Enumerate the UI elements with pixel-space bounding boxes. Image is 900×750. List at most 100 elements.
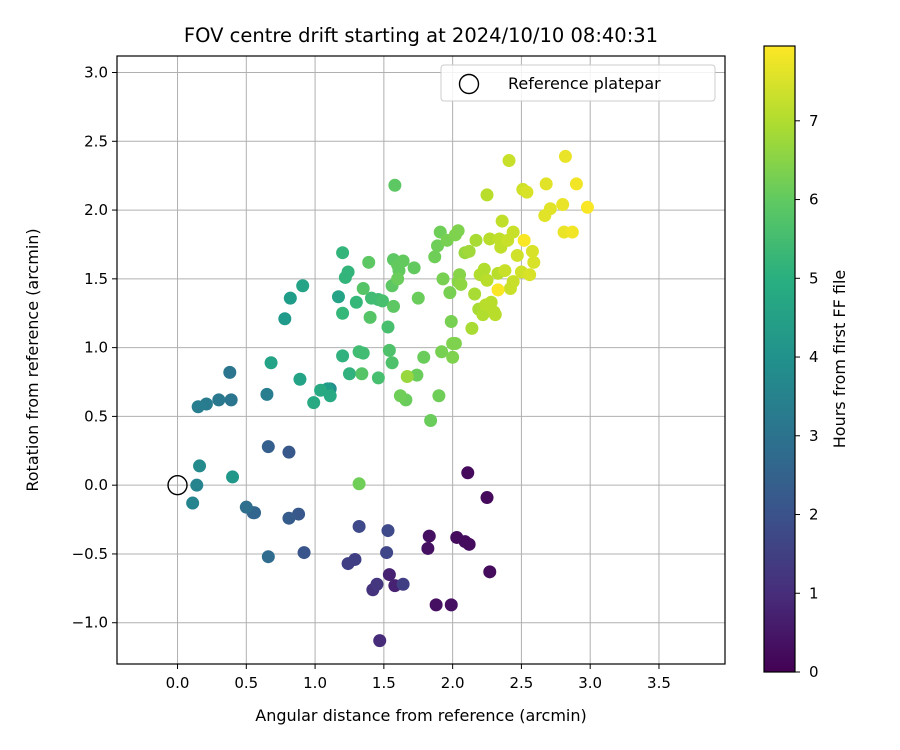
x-axis: 0.0 0.5 1.0 1.5 2.0 2.5 3.0 3.5: [166, 664, 671, 692]
data-point: [224, 393, 238, 407]
y-tick-label: 2.0: [84, 201, 108, 219]
data-point: [502, 154, 516, 168]
data-point: [264, 356, 278, 370]
data-point: [527, 255, 541, 269]
data-point: [382, 568, 396, 582]
data-point: [190, 478, 204, 492]
data-point: [469, 233, 483, 247]
y-tick-label: −1.0: [72, 614, 108, 632]
data-point: [435, 345, 449, 359]
chart-title: FOV centre drift starting at 2024/10/10 …: [184, 24, 658, 47]
data-point: [375, 294, 389, 308]
data-point: [307, 396, 321, 410]
data-point: [356, 281, 370, 295]
x-axis-label: Angular distance from reference (arcmin): [255, 706, 586, 725]
data-point: [462, 537, 476, 551]
y-tick-label: 2.5: [84, 132, 108, 150]
y-axis-label: Rotation from reference (arcmin): [23, 228, 42, 491]
data-point: [480, 273, 494, 287]
plot-frame: [116, 55, 726, 665]
data-point: [223, 365, 237, 379]
data-point: [523, 268, 537, 282]
grid: [117, 56, 725, 664]
y-tick-label: 3.0: [84, 64, 108, 82]
colorbar-tick-label: 5: [809, 269, 819, 287]
data-point: [520, 185, 534, 199]
colorbar-gradient: [763, 45, 796, 673]
colorbar-tick-label: 7: [809, 112, 819, 130]
y-axis: −1.0 −0.5 0.0 0.5 1.0 1.5 2.0 2.5 3.0: [72, 64, 117, 632]
data-point: [283, 291, 297, 305]
data-point: [410, 368, 424, 382]
data-point: [342, 367, 356, 381]
reference-platepar-point: [167, 474, 188, 496]
data-point: [260, 387, 274, 401]
data-point: [261, 440, 275, 454]
data-point: [396, 577, 410, 591]
data-point: [336, 306, 350, 320]
data-point: [480, 188, 494, 202]
data-point: [370, 577, 384, 591]
data-point: [495, 214, 509, 228]
data-point: [282, 511, 296, 525]
data-point: [278, 312, 292, 326]
x-tick-label: 0.5: [234, 674, 258, 692]
data-point: [444, 598, 458, 612]
data-point: [580, 200, 594, 214]
data-point: [382, 343, 396, 357]
data-point: [422, 529, 436, 543]
legend-box: [440, 64, 716, 102]
data-point: [191, 400, 205, 414]
y-tick-label: 1.5: [84, 270, 108, 288]
legend: Reference platepar: [440, 64, 716, 102]
data-point: [480, 491, 494, 505]
data-point: [569, 177, 583, 191]
data-point: [491, 283, 505, 297]
data-point: [448, 336, 462, 350]
y-tick-label: 1.0: [84, 339, 108, 357]
data-point: [510, 248, 524, 262]
data-point: [186, 496, 200, 510]
data-point: [363, 310, 377, 324]
data-point: [362, 255, 376, 269]
data-point: [431, 239, 445, 253]
data-point: [517, 233, 531, 247]
legend-label: Reference platepar: [508, 74, 661, 93]
data-point: [261, 550, 275, 564]
colorbar-tick-label: 3: [809, 427, 819, 445]
data-point: [468, 287, 482, 301]
legend-marker: [458, 73, 480, 95]
data-point: [506, 225, 520, 239]
data-point: [436, 272, 450, 286]
x-tick-label: 1.5: [372, 674, 396, 692]
data-point: [380, 546, 394, 560]
data-points: [186, 149, 594, 648]
data-point: [407, 261, 421, 275]
data-point: [388, 178, 402, 192]
data-point: [239, 500, 253, 514]
data-point: [349, 295, 363, 309]
data-point: [462, 244, 476, 258]
colorbar-ticks: 0 1 2 3 4 5 6 7: [795, 112, 819, 681]
data-point: [381, 524, 395, 538]
data-point: [443, 286, 457, 300]
data-point: [429, 598, 443, 612]
data-point: [226, 470, 240, 484]
data-point: [424, 414, 438, 428]
data-point: [461, 466, 475, 480]
data-point: [341, 557, 355, 571]
data-point: [477, 262, 491, 276]
data-point: [385, 356, 399, 370]
data-point: [506, 275, 520, 289]
data-point: [400, 370, 414, 384]
data-point: [483, 232, 497, 246]
x-tick-label: 2.5: [509, 674, 533, 692]
data-point: [421, 541, 435, 555]
data-point: [336, 349, 350, 363]
colorbar: 0 1 2 3 4 5 6 7 Hours from first FF file: [763, 45, 849, 681]
colorbar-tick-label: 0: [809, 663, 819, 681]
data-point: [428, 250, 442, 264]
y-tick-label: −0.5: [72, 545, 108, 563]
data-point: [331, 290, 345, 304]
data-point: [543, 202, 557, 216]
